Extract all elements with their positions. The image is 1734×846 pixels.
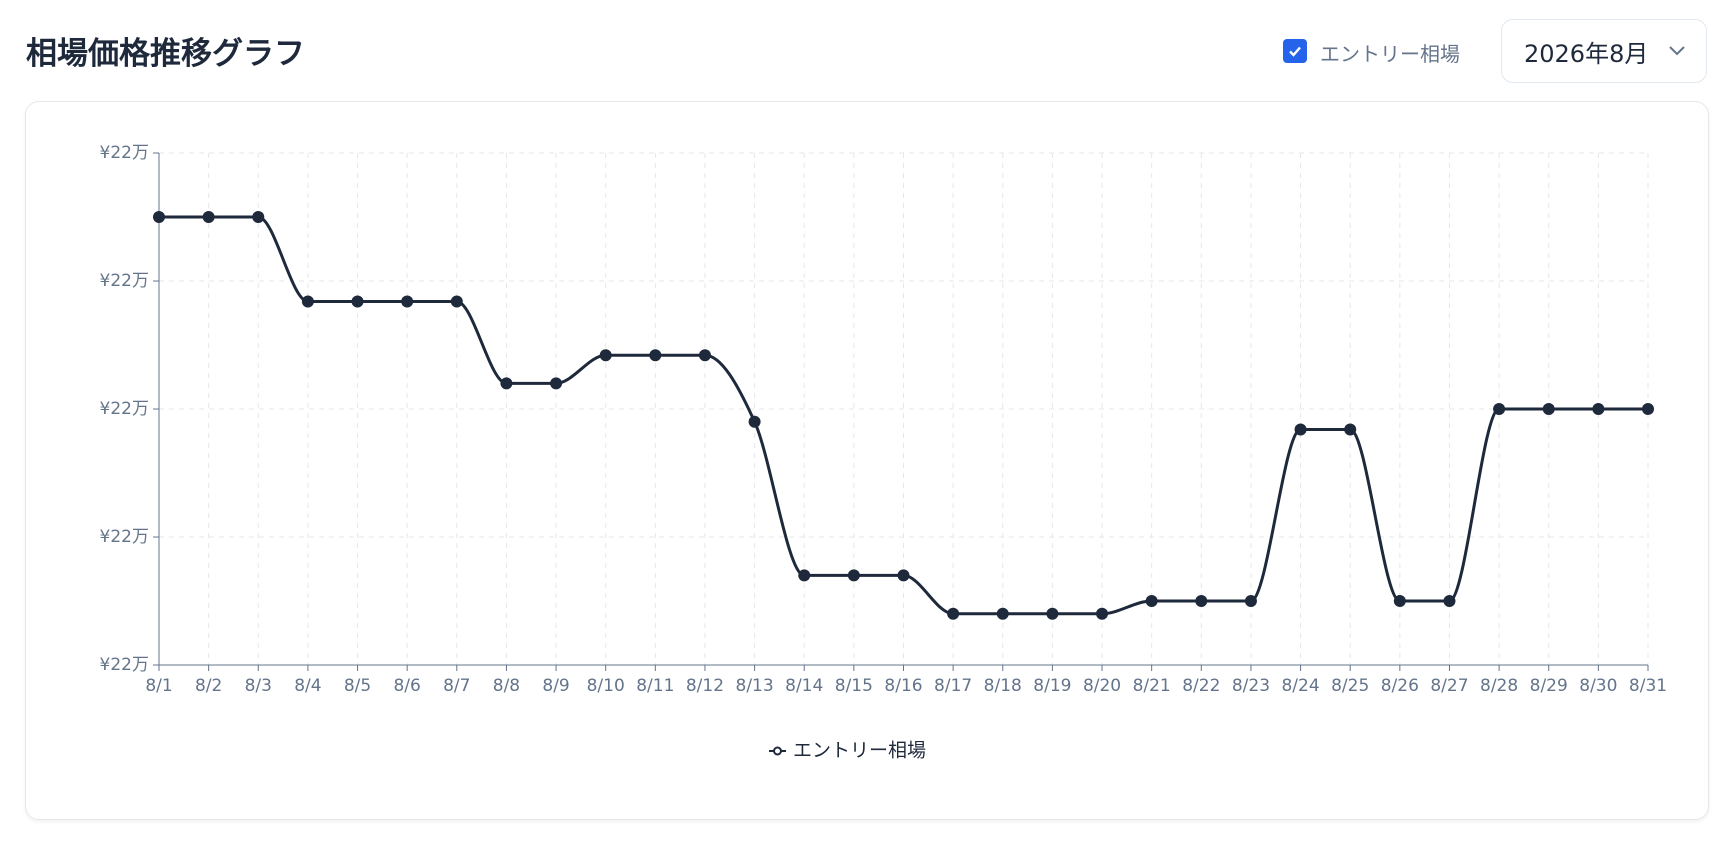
- x-tick-label: 8/20: [1083, 676, 1121, 696]
- x-tick-label: 8/24: [1281, 676, 1319, 696]
- y-tick-label: ¥22万: [100, 527, 149, 547]
- x-tick-label: 8/31: [1629, 676, 1667, 696]
- x-tick-label: 8/7: [443, 676, 470, 696]
- x-tick-label: 8/11: [636, 676, 674, 696]
- x-tick-label: 8/18: [984, 676, 1022, 696]
- x-tick-label: 8/22: [1182, 676, 1220, 696]
- point: [450, 295, 463, 308]
- x-tick-label: 8/9: [542, 676, 569, 696]
- x-tick-label: 8/12: [686, 676, 724, 696]
- point: [1542, 403, 1555, 415]
- x-tick-label: 8/8: [493, 676, 520, 696]
- point: [1592, 403, 1605, 415]
- point: [202, 211, 215, 223]
- point: [599, 349, 612, 362]
- select-value: 2026年8月: [1524, 39, 1649, 68]
- checkbox-label[interactable]: エントリー相場: [1320, 42, 1460, 66]
- x-tick-label: 8/27: [1430, 676, 1468, 696]
- x-tick-label: 8/14: [785, 676, 823, 696]
- x-tick-label: 8/25: [1331, 676, 1369, 696]
- point: [847, 569, 860, 582]
- month-select[interactable]: 2026年8月: [1501, 19, 1707, 83]
- x-tick-label: 8/3: [245, 676, 272, 696]
- x-tick-label: 8/1: [145, 676, 172, 696]
- x-tick-label: 8/5: [344, 676, 371, 696]
- x-tick-label: 8/2: [195, 676, 222, 696]
- x-tick-label: 8/6: [393, 676, 420, 696]
- point: [1195, 595, 1208, 607]
- point: [1096, 607, 1109, 620]
- point: [1344, 423, 1357, 436]
- chart-card: [25, 101, 1709, 820]
- point: [1244, 595, 1257, 607]
- x-tick-label: 8/16: [884, 676, 922, 696]
- point: [500, 377, 513, 390]
- point: [1145, 595, 1158, 607]
- point: [1443, 595, 1456, 607]
- point: [748, 415, 761, 428]
- point: [153, 211, 165, 223]
- y-tick-label: ¥22万: [100, 399, 149, 419]
- x-tick-label: 8/10: [587, 676, 625, 696]
- x-tick-label: 8/29: [1530, 676, 1568, 696]
- point: [550, 377, 563, 390]
- point: [252, 211, 265, 223]
- point: [698, 349, 711, 362]
- x-tick-label: 8/17: [934, 676, 972, 696]
- point: [401, 295, 414, 308]
- point: [1493, 403, 1506, 415]
- y-tick-label: ¥22万: [100, 143, 149, 163]
- x-tick-label: 8/15: [835, 676, 873, 696]
- x-tick-label: 8/23: [1232, 676, 1270, 696]
- x-tick-label: 8/13: [736, 676, 774, 696]
- point: [1046, 607, 1059, 620]
- x-tick-label: 8/26: [1381, 676, 1419, 696]
- point: [351, 295, 364, 308]
- point: [1294, 423, 1307, 436]
- point: [798, 569, 811, 582]
- y-tick-label: ¥22万: [100, 655, 149, 675]
- x-tick-label: 8/28: [1480, 676, 1518, 696]
- point: [996, 607, 1009, 620]
- point: [1642, 403, 1654, 415]
- point: [897, 569, 910, 582]
- x-tick-label: 8/30: [1579, 676, 1617, 696]
- legend-label: エントリー相場: [793, 740, 926, 762]
- point: [1393, 595, 1406, 607]
- y-tick-label: ¥22万: [100, 271, 149, 291]
- point: [301, 295, 314, 308]
- x-tick-label: 8/19: [1033, 676, 1071, 696]
- legend-item[interactable]: エントリー相場: [769, 740, 926, 762]
- x-tick-label: 8/21: [1133, 676, 1171, 696]
- x-tick-label: 8/4: [294, 676, 321, 696]
- page-title: 相場価格推移グラフ: [26, 36, 305, 72]
- checkbox[interactable]: [1283, 39, 1307, 63]
- legend-marker: [773, 746, 782, 756]
- point: [947, 607, 960, 620]
- point: [649, 349, 662, 362]
